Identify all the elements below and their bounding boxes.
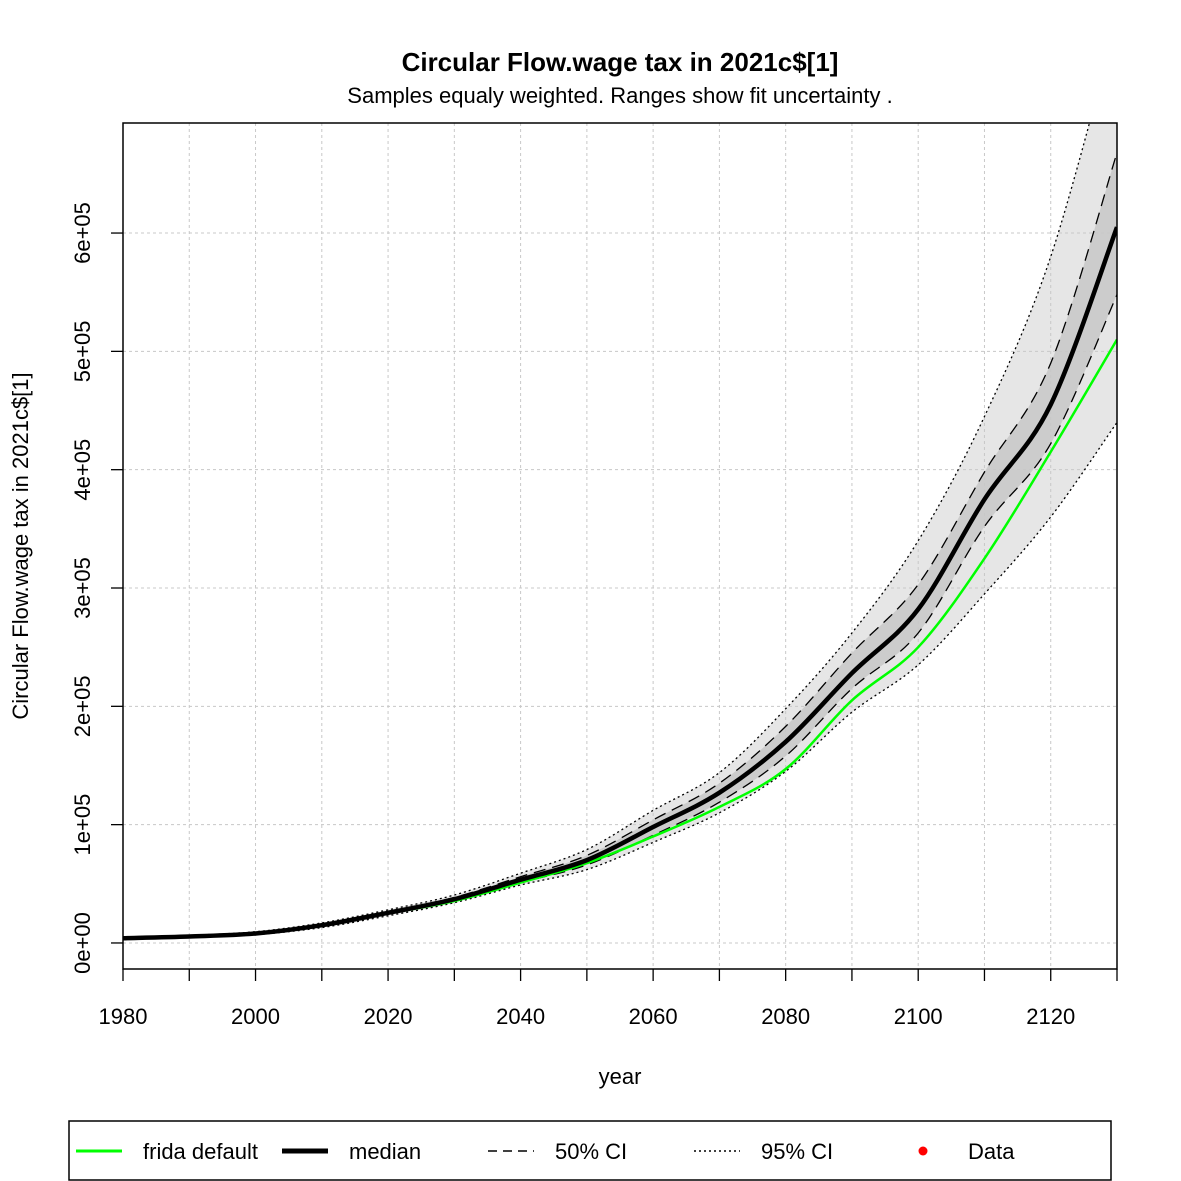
legend-label-median: median	[349, 1139, 421, 1164]
ci-bands	[123, 20, 1117, 939]
x-tick-label: 2040	[496, 1004, 545, 1029]
chart-title: Circular Flow.wage tax in 2021c$[1]	[402, 47, 839, 77]
legend: frida default median 50% CI 95% CI Data	[69, 1121, 1111, 1180]
y-tick-label: 1e+05	[70, 794, 95, 856]
ci95-band	[123, 20, 1117, 939]
y-tick-label: 4e+05	[70, 439, 95, 501]
y-axis-label: Circular Flow.wage tax in 2021c$[1]	[8, 372, 33, 719]
legend-label-ci95: 95% CI	[761, 1139, 833, 1164]
x-tick-label: 2000	[231, 1004, 280, 1029]
chart-subtitle: Samples equaly weighted. Ranges show fit…	[347, 83, 892, 108]
y-tick-label: 2e+05	[70, 675, 95, 737]
y-tick-label: 3e+05	[70, 557, 95, 619]
x-tick-label: 1980	[99, 1004, 148, 1029]
y-tick-label: 5e+05	[70, 321, 95, 383]
x-axis: 1980 2000 2020 2040 2060 2080 2100 2120	[99, 969, 1117, 1029]
y-tick-label: 0e+00	[70, 912, 95, 974]
x-tick-label: 2100	[894, 1004, 943, 1029]
ci50-band	[123, 153, 1117, 939]
x-axis-label: year	[599, 1064, 642, 1089]
x-tick-label: 2060	[629, 1004, 678, 1029]
legend-swatch-data	[919, 1147, 928, 1156]
x-tick-label: 2080	[761, 1004, 810, 1029]
y-tick-label: 6e+05	[70, 202, 95, 264]
x-tick-label: 2020	[364, 1004, 413, 1029]
legend-label-data: Data	[968, 1139, 1015, 1164]
y-axis: 0e+00 1e+05 2e+05 3e+05 4e+05 5e+05 6e+05	[70, 202, 123, 974]
x-tick-label: 2120	[1026, 1004, 1075, 1029]
legend-label-ci50: 50% CI	[555, 1139, 627, 1164]
legend-label-frida-default: frida default	[143, 1139, 258, 1164]
